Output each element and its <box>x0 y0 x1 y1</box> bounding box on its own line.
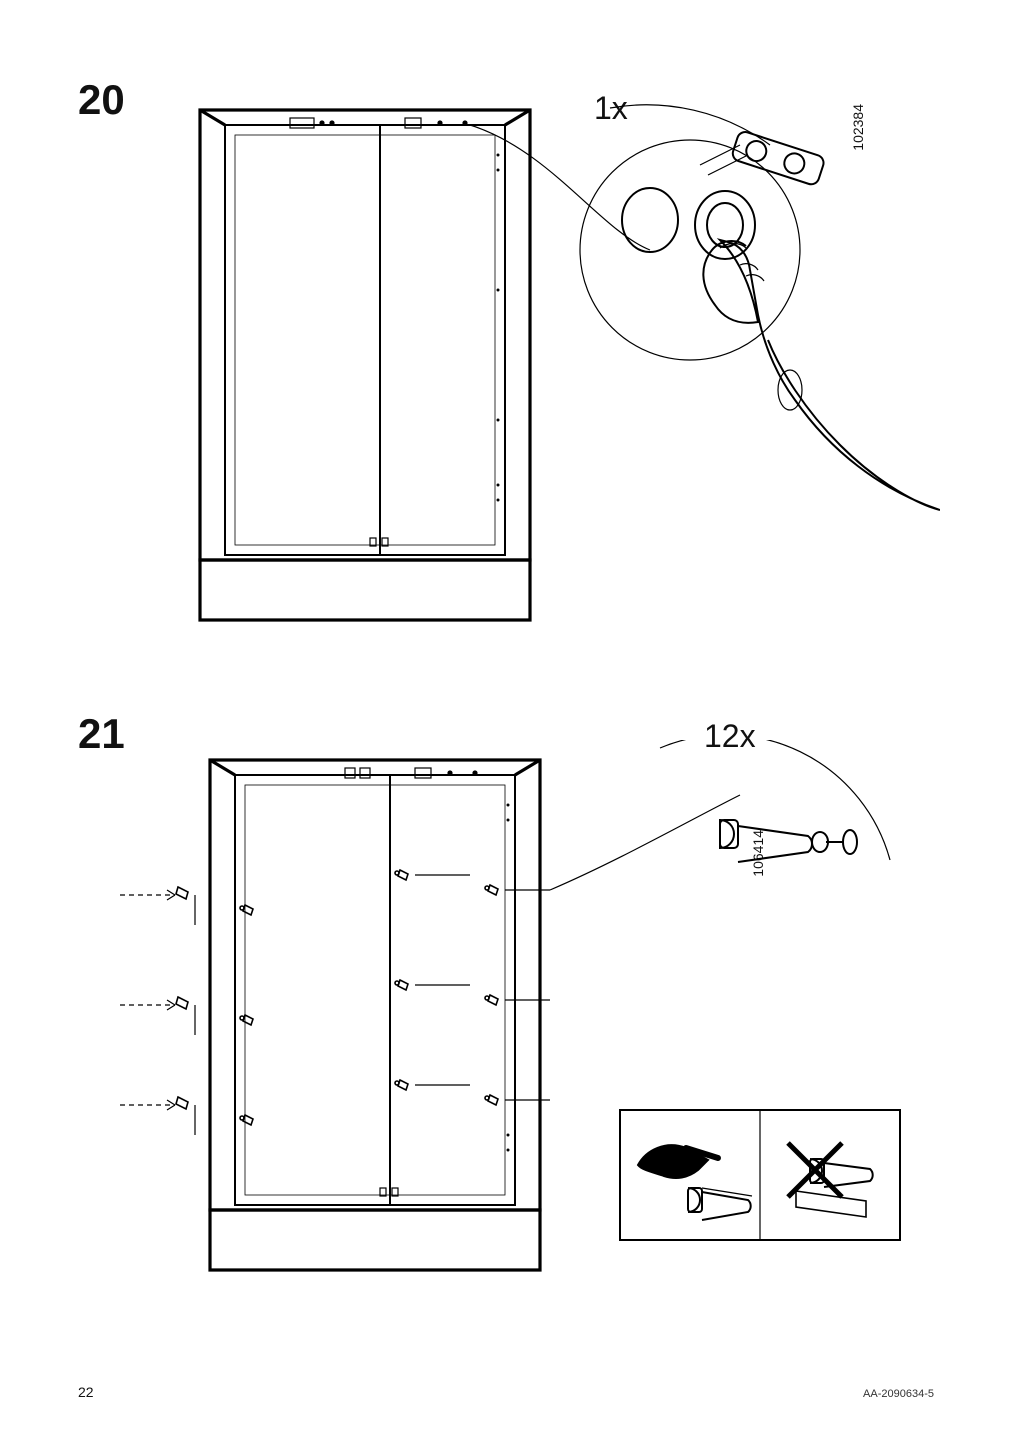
footer-doc-number: AA-2090634-5 <box>863 1388 934 1400</box>
step-21-diagram <box>100 740 920 1340</box>
step-20-number: 20 <box>78 76 125 124</box>
page: 20 21 1x 12x 102384 106414 <box>0 0 1012 1432</box>
footer-page-number: 22 <box>78 1384 94 1400</box>
step-20-diagram <box>180 90 940 650</box>
